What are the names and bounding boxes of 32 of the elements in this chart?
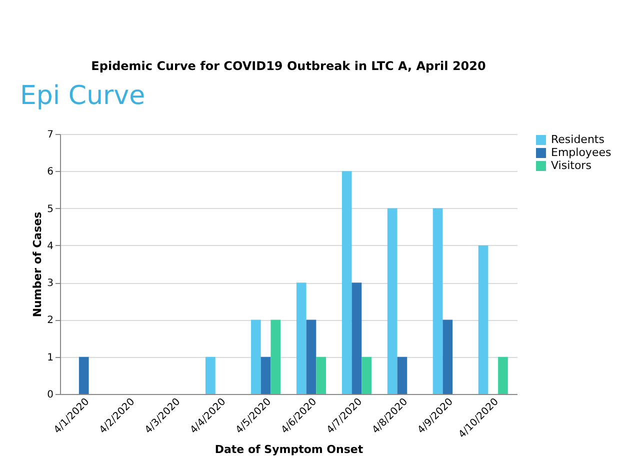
y-tick-label: 1	[47, 352, 54, 364]
bar	[498, 356, 508, 394]
chart-title: Epidemic Curve for COVID19 Outbreak in LTC A, April 2020	[91, 59, 486, 73]
bar	[442, 320, 453, 394]
legend-label: Employees	[551, 146, 612, 159]
bar	[250, 320, 261, 394]
legend-label: Visitors	[551, 159, 592, 172]
y-tick-label: 6	[47, 166, 54, 178]
y-tick-label: 3	[47, 278, 54, 290]
bar	[270, 320, 281, 394]
y-axis-title: Number of Cases	[31, 211, 44, 318]
bar	[206, 356, 216, 394]
bar	[478, 245, 488, 394]
bar	[397, 356, 408, 394]
bar	[78, 356, 89, 394]
bar	[296, 282, 306, 394]
bar	[352, 282, 362, 394]
bar	[387, 208, 398, 394]
bar	[306, 320, 316, 394]
legend-label: Residents	[551, 133, 605, 146]
y-tick-label: 7	[47, 130, 54, 140]
bar	[362, 356, 372, 394]
bar	[260, 356, 271, 394]
bar	[316, 356, 326, 394]
bar	[432, 208, 443, 394]
bar	[342, 171, 352, 394]
y-tick-label: 0	[47, 390, 54, 400]
y-tick-label: 5	[47, 204, 54, 215]
y-tick-label: 4	[47, 240, 54, 252]
x-axis-title: Date of Symptom Onset	[214, 442, 364, 456]
y-tick-label: 2	[47, 315, 54, 326]
text: Epi Curve	[20, 81, 146, 111]
